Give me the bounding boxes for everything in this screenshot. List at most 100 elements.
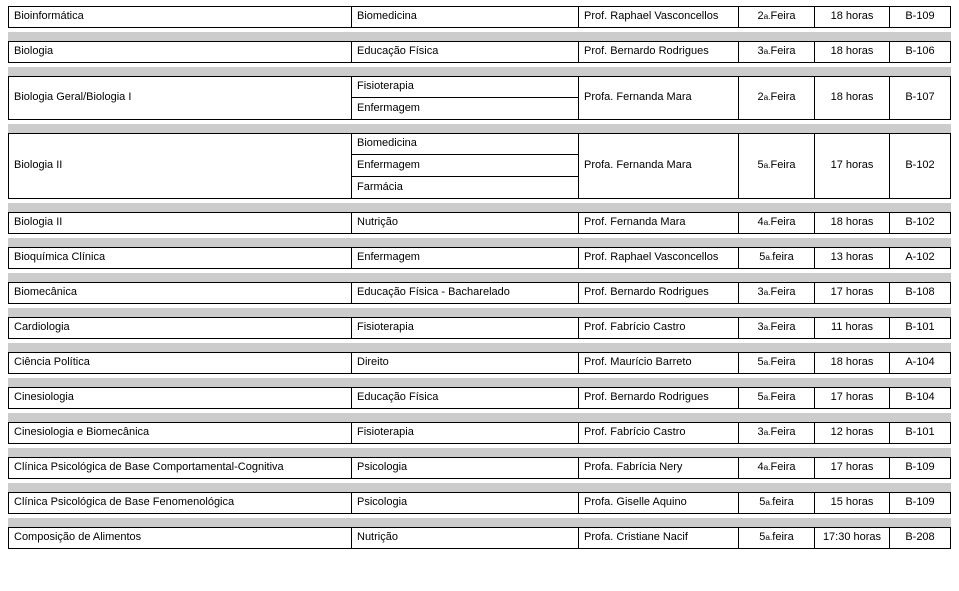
cell-professor: Prof. Raphael Vasconcellos: [579, 6, 739, 28]
cell-day: 4a. Feira: [739, 457, 815, 479]
cell-room: B-107: [890, 76, 951, 120]
cell-course: Farmácia: [352, 177, 579, 199]
table-row: Biologia IIBiomedicinaEnfermagemFarmácia…: [8, 133, 951, 199]
cell-course: Fisioterapia: [352, 422, 579, 444]
cell-time: 13 horas: [815, 247, 890, 269]
cell-professor: Prof. Bernardo Rodrigues: [579, 387, 739, 409]
cell-discipline: Biologia II: [8, 133, 352, 199]
table-group: Ciência PolíticaDireitoProf. Maurício Ba…: [8, 352, 951, 374]
cell-professor: Prof. Fernanda Mara: [579, 212, 739, 234]
cell-time: 18 horas: [815, 212, 890, 234]
cell-time: 18 horas: [815, 41, 890, 63]
row-spacer: [8, 413, 951, 422]
cell-professor: Prof. Fabrício Castro: [579, 317, 739, 339]
cell-discipline: Biologia Geral/Biologia I: [8, 76, 352, 120]
cell-room: B-102: [890, 212, 951, 234]
cell-discipline: Bioinformática: [8, 6, 352, 28]
cell-professor: Profa. Fernanda Mara: [579, 76, 739, 120]
table-group: BioinformáticaBiomedicinaProf. Raphael V…: [8, 6, 951, 28]
table-group: BiologiaEducação FísicaProf. Bernardo Ro…: [8, 41, 951, 63]
cell-room: B-101: [890, 317, 951, 339]
cell-time: 17:30 horas: [815, 527, 890, 549]
cell-professor: Prof. Raphael Vasconcellos: [579, 247, 739, 269]
cell-professor: Prof. Bernardo Rodrigues: [579, 282, 739, 304]
cell-professor: Profa. Giselle Aquino: [579, 492, 739, 514]
cell-discipline: Clínica Psicológica de Base Comportament…: [8, 457, 352, 479]
row-spacer: [8, 378, 951, 387]
cell-professor: Profa. Fabrícia Nery: [579, 457, 739, 479]
cell-day: 3a. Feira: [739, 422, 815, 444]
cell-time: 12 horas: [815, 422, 890, 444]
cell-course: Direito: [352, 352, 579, 374]
cell-course: Biomedicina: [352, 6, 579, 28]
table-row: Biologia Geral/Biologia IFisioterapiaEnf…: [8, 76, 951, 120]
row-spacer: [8, 518, 951, 527]
cell-course: Educação Física - Bacharelado: [352, 282, 579, 304]
cell-course: Enfermagem: [352, 98, 579, 120]
table-group: Clínica Psicológica de Base Comportament…: [8, 457, 951, 479]
cell-room: B-109: [890, 457, 951, 479]
cell-room: B-106: [890, 41, 951, 63]
cell-time: 18 horas: [815, 76, 890, 120]
cell-discipline: Clínica Psicológica de Base Fenomenológi…: [8, 492, 352, 514]
cell-course: Psicologia: [352, 457, 579, 479]
table-row: BioinformáticaBiomedicinaProf. Raphael V…: [8, 6, 951, 28]
cell-day: 3a. Feira: [739, 41, 815, 63]
cell-day: 4a. Feira: [739, 212, 815, 234]
table-row: Composição de AlimentosNutriçãoProfa. Cr…: [8, 527, 951, 549]
table-group: CinesiologiaEducação FísicaProf. Bernard…: [8, 387, 951, 409]
schedule-table: BioinformáticaBiomedicinaProf. Raphael V…: [8, 6, 951, 549]
cell-day: 5a. feira: [739, 492, 815, 514]
table-group: Biologia Geral/Biologia IFisioterapiaEnf…: [8, 76, 951, 120]
cell-time: 17 horas: [815, 282, 890, 304]
cell-day: 2a. Feira: [739, 76, 815, 120]
cell-room: B-109: [890, 492, 951, 514]
cell-discipline: Cardiologia: [8, 317, 352, 339]
cell-professor: Prof. Fabrício Castro: [579, 422, 739, 444]
table-row: Cinesiologia e BiomecânicaFisioterapiaPr…: [8, 422, 951, 444]
cell-discipline: Cinesiologia e Biomecânica: [8, 422, 352, 444]
cell-course: Fisioterapia: [352, 317, 579, 339]
cell-time: 17 horas: [815, 133, 890, 199]
cell-day: 5a. Feira: [739, 387, 815, 409]
cell-room: B-208: [890, 527, 951, 549]
cell-room: B-104: [890, 387, 951, 409]
table-row: BiologiaEducação FísicaProf. Bernardo Ro…: [8, 41, 951, 63]
cell-course: Educação Física: [352, 387, 579, 409]
table-group: Clínica Psicológica de Base Fenomenológi…: [8, 492, 951, 514]
cell-course: Psicologia: [352, 492, 579, 514]
table-group: CardiologiaFisioterapiaProf. Fabrício Ca…: [8, 317, 951, 339]
cell-day: 2a. Feira: [739, 6, 815, 28]
table-group: Biologia IIBiomedicinaEnfermagemFarmácia…: [8, 133, 951, 199]
row-spacer: [8, 448, 951, 457]
row-spacer: [8, 308, 951, 317]
cell-room: B-101: [890, 422, 951, 444]
cell-course: Educação Física: [352, 41, 579, 63]
cell-course: Enfermagem: [352, 247, 579, 269]
cell-day: 3a. Feira: [739, 317, 815, 339]
cell-time: 17 horas: [815, 457, 890, 479]
cell-course: Nutrição: [352, 212, 579, 234]
cell-discipline: Biomecânica: [8, 282, 352, 304]
table-group: Biologia IINutriçãoProf. Fernanda Mara4a…: [8, 212, 951, 234]
cell-room: A-104: [890, 352, 951, 374]
cell-course: Fisioterapia: [352, 76, 579, 98]
cell-discipline: Ciência Política: [8, 352, 352, 374]
cell-day: 3a. Feira: [739, 282, 815, 304]
cell-time: 18 horas: [815, 6, 890, 28]
cell-professor: Prof. Maurício Barreto: [579, 352, 739, 374]
row-spacer: [8, 67, 951, 76]
cell-room: B-109: [890, 6, 951, 28]
cell-room: B-102: [890, 133, 951, 199]
cell-course: Enfermagem: [352, 155, 579, 177]
table-row: Biologia IINutriçãoProf. Fernanda Mara4a…: [8, 212, 951, 234]
cell-discipline: Biologia: [8, 41, 352, 63]
cell-discipline: Bioquímica Clínica: [8, 247, 352, 269]
row-spacer: [8, 32, 951, 41]
cell-professor: Prof. Bernardo Rodrigues: [579, 41, 739, 63]
cell-room: B-108: [890, 282, 951, 304]
cell-time: 18 horas: [815, 352, 890, 374]
cell-time: 15 horas: [815, 492, 890, 514]
cell-time: 17 horas: [815, 387, 890, 409]
table-group: Cinesiologia e BiomecânicaFisioterapiaPr…: [8, 422, 951, 444]
